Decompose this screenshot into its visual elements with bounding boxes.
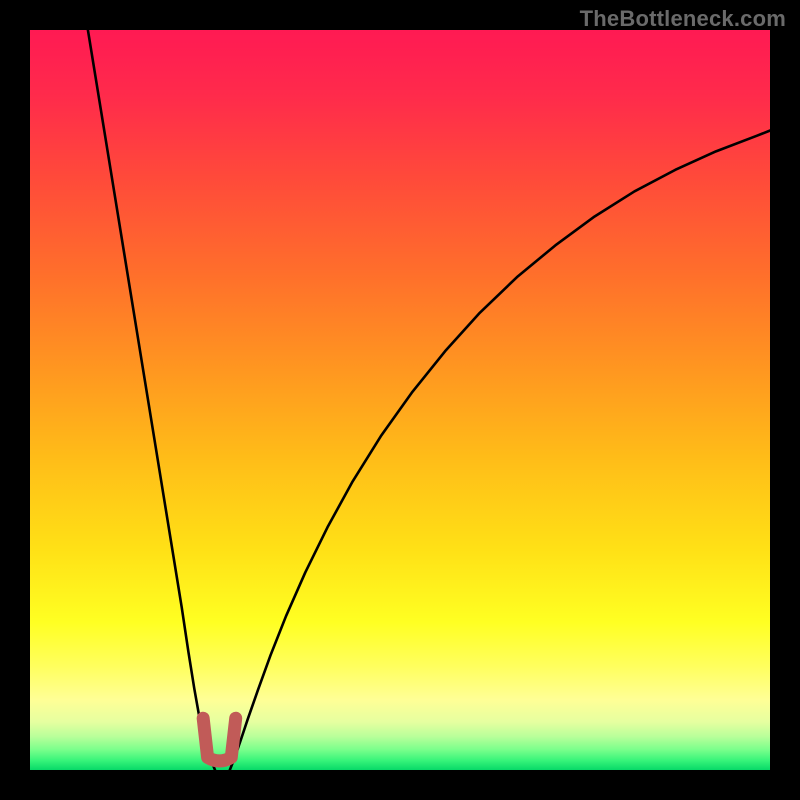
watermark-text: TheBottleneck.com — [580, 6, 786, 32]
plot-area — [30, 30, 770, 770]
curve-right-branch — [230, 125, 770, 770]
chart-root: TheBottleneck.com — [0, 0, 800, 800]
curve-left-branch — [86, 30, 216, 770]
bottleneck-curves — [30, 30, 770, 770]
